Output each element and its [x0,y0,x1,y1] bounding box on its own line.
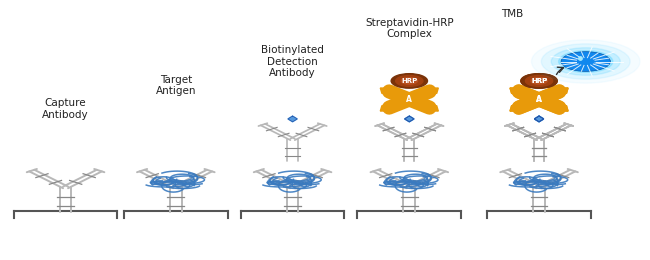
Circle shape [391,74,428,88]
Text: Capture
Antibody: Capture Antibody [42,98,89,120]
Circle shape [531,78,547,84]
Text: A: A [536,95,542,104]
Polygon shape [510,106,524,111]
Polygon shape [405,116,414,122]
Polygon shape [424,88,438,94]
Circle shape [541,44,630,79]
Polygon shape [534,116,543,122]
Circle shape [521,74,557,88]
Text: Biotinylated
Detection
Antibody: Biotinylated Detection Antibody [261,45,324,78]
Polygon shape [554,88,568,94]
Polygon shape [510,106,524,111]
Circle shape [525,75,552,86]
Polygon shape [380,106,394,111]
Polygon shape [405,116,414,122]
Text: A: A [406,95,412,104]
Circle shape [531,78,547,84]
Text: HRP: HRP [401,78,417,84]
Polygon shape [510,88,524,94]
Text: Target
Antigen: Target Antigen [155,75,196,96]
Circle shape [521,74,557,88]
Circle shape [401,78,417,84]
Text: TMB: TMB [500,9,523,19]
Polygon shape [534,116,543,122]
Circle shape [525,75,552,86]
Circle shape [558,51,613,72]
Circle shape [551,48,620,75]
Circle shape [396,75,423,86]
Circle shape [532,40,640,83]
Polygon shape [534,116,543,122]
Polygon shape [554,106,568,111]
Polygon shape [554,106,568,111]
Polygon shape [554,88,568,94]
Text: HRP: HRP [531,78,547,84]
Text: A: A [536,95,542,104]
Text: HRP: HRP [531,78,547,84]
Polygon shape [424,106,438,111]
Circle shape [561,52,610,71]
Polygon shape [288,116,297,122]
Text: Streptavidin-HRP
Complex: Streptavidin-HRP Complex [365,18,454,40]
Polygon shape [380,88,394,94]
Polygon shape [510,88,524,94]
